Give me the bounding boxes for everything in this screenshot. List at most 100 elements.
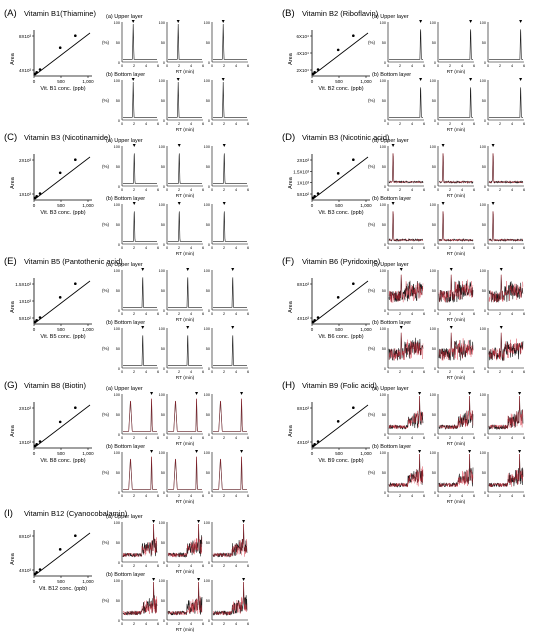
- chromatogram-trace: [389, 87, 423, 118]
- trace-xtick-label: 4: [235, 312, 237, 316]
- cal-ytick-label: 4X10³: [297, 316, 310, 321]
- trace-ytick-label: 0: [484, 243, 486, 247]
- trace-ytick-label: 50: [161, 413, 165, 417]
- trace-xtick-label: 0: [166, 64, 168, 68]
- pct-label: (%): [102, 470, 109, 475]
- cal-point: [74, 282, 77, 285]
- upper-layer-label: (a) Upper layer: [106, 386, 143, 392]
- chromatogram-trace: [438, 211, 474, 243]
- pct-label: (%): [368, 40, 375, 45]
- trace-xtick-label: 6: [473, 122, 475, 126]
- peak-arrow-icon: [491, 144, 495, 147]
- panel-title: Vitamin B12 (Cyanocobalamin): [24, 509, 128, 518]
- chromatogram-trace: [123, 153, 157, 184]
- calibration-plot: 2X10³ 1.5X10³ 1X10³ 5X10² 0 500 1,000 Area Vit. …: [288, 154, 372, 216]
- chromatogram-trace: [213, 153, 247, 184]
- trace-xtick-label: 6: [202, 64, 204, 68]
- cal-xtick-label: 1,000: [82, 203, 94, 208]
- trace-xtick-label: 6: [157, 494, 159, 498]
- trace-xtick-label: 0: [166, 436, 168, 440]
- cal-ytick-label: 2X10³: [19, 158, 32, 163]
- trace-ytick-label: 0: [434, 491, 436, 495]
- upper-layer-label: (a) Upper layer: [106, 14, 143, 20]
- peak-arrow-icon: [519, 78, 523, 81]
- rt-label: RT (min): [176, 569, 195, 575]
- trace-ytick-label: 0: [118, 119, 120, 123]
- cal-ytick-label: 1X10³: [19, 192, 32, 197]
- trace-xtick-label: 0: [121, 246, 123, 250]
- chromatogram-trace-alt: [488, 453, 524, 488]
- trace-xtick-label: 2: [399, 436, 401, 440]
- peak-arrow-icon: [441, 202, 445, 205]
- panel-title: Vitamin B3 (Nicotinamide): [24, 133, 111, 142]
- trace-xtick-label: 2: [499, 188, 501, 192]
- chromatogram-trace: [489, 87, 523, 118]
- trace-ytick-label: 50: [482, 165, 486, 169]
- trace-ytick-label: 0: [434, 367, 436, 371]
- cal-point: [316, 192, 320, 195]
- trace-ytick-label: 100: [159, 327, 165, 331]
- chromatogram-trace-alt: [438, 332, 474, 361]
- trace-ytick-label: 100: [480, 451, 486, 455]
- rt-label: RT (min): [176, 127, 195, 133]
- chromatogram-trace-alt: [168, 456, 202, 490]
- cal-ytick-label: 8X10³: [297, 406, 310, 411]
- trace-ytick-label: 100: [430, 451, 436, 455]
- trace-xtick-label: 4: [511, 246, 513, 250]
- trace-xtick-label: 4: [235, 64, 237, 68]
- trace-xtick-label: 2: [133, 188, 135, 192]
- trace-xtick-label: 4: [411, 122, 413, 126]
- trace-ytick-label: 0: [208, 61, 210, 65]
- calibration-plot: 6X10⁴ 4X10⁴ 2X10⁴ 0 500 1,000 Area Vit. B2 conc…: [288, 30, 372, 92]
- peak-arrow-icon: [186, 268, 190, 271]
- trace-ytick-label: 50: [432, 223, 436, 227]
- chromatogram-trace: [439, 29, 473, 60]
- trace-xtick-label: 2: [133, 64, 135, 68]
- bottom-layer-label: (b) Bottom layer: [106, 72, 145, 78]
- cal-ytick-label: 4X10³: [297, 440, 310, 445]
- trace-ytick-label: 50: [206, 413, 210, 417]
- bottom-layer-label: (b) Bottom layer: [372, 320, 411, 326]
- cal-point: [313, 442, 316, 446]
- trace-xtick-label: 6: [247, 494, 249, 498]
- chromatogram-trace-alt: [488, 395, 524, 430]
- cal-point: [316, 316, 320, 319]
- regression-line: [34, 404, 91, 448]
- cal-xlabel: Vit. B3 conc. (ppb): [40, 210, 85, 216]
- peak-arrow-icon: [195, 392, 199, 395]
- cal-xtick-label: 1,000: [360, 451, 372, 456]
- trace-xtick-label: 6: [423, 246, 425, 250]
- trace-xtick-label: 4: [190, 122, 192, 126]
- trace-xtick-label: 4: [145, 494, 147, 498]
- peak-arrow-icon: [222, 144, 226, 147]
- trace-xtick-label: 4: [461, 188, 463, 192]
- chromatogram-trace: [167, 581, 203, 616]
- trace-ytick-label: 0: [118, 367, 120, 371]
- calibration-plot: 2X10³ 1X10³ 0 500 1,000 Area Vit. B8 conc. (pp…: [10, 402, 94, 464]
- trace-xtick-label: 0: [437, 494, 439, 498]
- trace-xtick-label: 0: [166, 494, 168, 498]
- peak-arrow-icon: [468, 450, 472, 453]
- trace-ytick-label: 50: [116, 347, 120, 351]
- trace-ytick-label: 0: [434, 243, 436, 247]
- trace-ytick-label: 0: [118, 243, 120, 247]
- trace-xtick-label: 4: [145, 64, 147, 68]
- trace-xtick-label: 0: [121, 122, 123, 126]
- trace-xtick-label: 2: [449, 246, 451, 250]
- chromatogram-trace-alt: [438, 395, 474, 430]
- trace-ytick-label: 0: [384, 243, 386, 247]
- trace-ytick-label: 100: [204, 393, 210, 397]
- trace-ytick-label: 0: [208, 185, 210, 189]
- trace-xtick-label: 6: [423, 312, 425, 316]
- trace-xtick-label: 0: [211, 188, 213, 192]
